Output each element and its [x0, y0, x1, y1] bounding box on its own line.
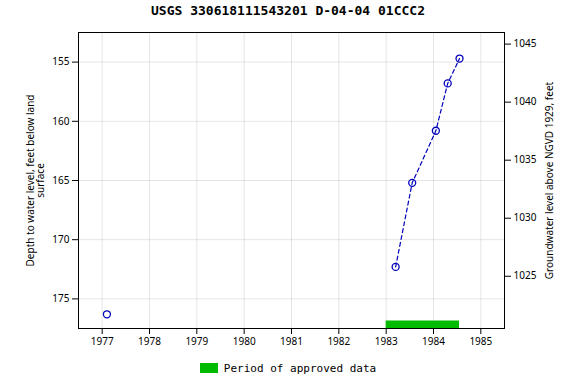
svg-text:165: 165	[52, 173, 69, 187]
svg-text:170: 170	[52, 232, 69, 246]
svg-text:175: 175	[52, 291, 69, 305]
svg-text:1978: 1978	[138, 334, 161, 348]
html-text:Period of approved data: Period of approved data	[223, 361, 377, 375]
svg-text:1980: 1980	[233, 334, 256, 348]
svg-text:1040: 1040	[514, 94, 537, 108]
html-text:USGS 330618111543201 D-04-04 0: USGS 330618111543201 D-04-04 01CCC2	[151, 3, 425, 18]
svg-text:155: 155	[52, 54, 69, 68]
svg-text:1045: 1045	[514, 36, 537, 50]
svg-text:Groundwater level above NGVD 1: Groundwater level above NGVD 1929, feet	[542, 81, 556, 279]
svg-text:1983: 1983	[375, 334, 398, 348]
svg-text:1030: 1030	[514, 210, 537, 224]
svg-text:1035: 1035	[514, 152, 537, 166]
svg-text:1979: 1979	[185, 334, 208, 348]
svg-text:1984: 1984	[422, 334, 445, 348]
svg-text:1981: 1981	[280, 334, 303, 348]
svg-text:1982: 1982	[327, 334, 350, 348]
svg-text:1025: 1025	[514, 268, 537, 282]
svg-text:160: 160	[52, 114, 69, 128]
svg-text:1985: 1985	[469, 334, 492, 348]
svg-text:1977: 1977	[91, 334, 114, 348]
svg-text:Depth to water level, feet bel: Depth to water level, feet below landsur…	[23, 95, 47, 267]
